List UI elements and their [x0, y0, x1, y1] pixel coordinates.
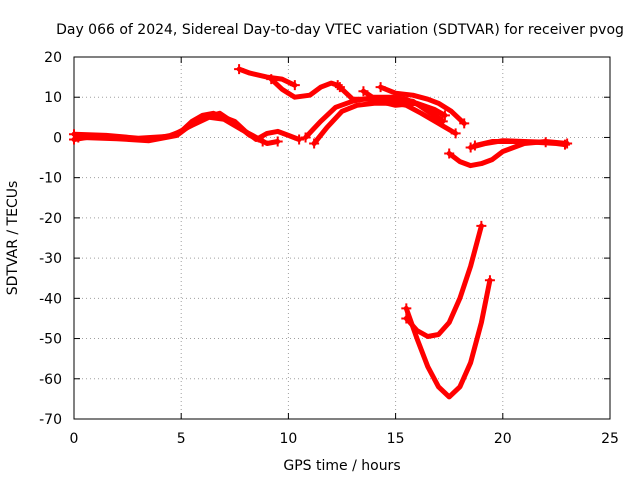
x-tick-label: 5	[177, 431, 186, 447]
data-point-marker	[289, 80, 300, 91]
data-series	[69, 64, 573, 400]
x-tick-label: 0	[70, 431, 79, 447]
x-tick-label: 20	[494, 431, 512, 447]
data-point-marker	[465, 142, 476, 153]
data-point-marker	[540, 137, 551, 148]
y-tick-label: -40	[39, 291, 62, 307]
plot-frame	[73, 56, 611, 420]
series-line	[236, 66, 298, 88]
y-axis-label: SDTVAR / TECUs	[5, 181, 21, 296]
data-point-marker	[358, 86, 369, 97]
y-tick-label: 20	[44, 50, 62, 66]
data-point-marker	[401, 303, 412, 314]
series-sat-b	[69, 114, 283, 147]
x-axis-label: GPS time / hours	[283, 458, 400, 474]
series-sat-m	[465, 137, 551, 153]
y-tick-label: -60	[39, 372, 62, 388]
series-line	[360, 88, 448, 118]
series-sat-j	[375, 82, 470, 129]
y-tick-label: -50	[39, 332, 62, 348]
series-sat-c	[73, 110, 268, 147]
y-tick-label: -10	[39, 171, 62, 187]
data-point-marker	[294, 134, 305, 145]
data-point-marker	[439, 110, 450, 121]
data-point-marker	[334, 82, 345, 93]
series-sat-d	[234, 64, 300, 91]
series-sat-n	[401, 220, 487, 339]
series-line	[378, 84, 467, 126]
data-point-marker	[266, 74, 277, 85]
data-point-marker	[234, 64, 245, 75]
data-point-marker	[459, 118, 470, 129]
data-point-marker	[309, 138, 320, 149]
series-line	[403, 277, 493, 400]
series-line	[268, 76, 341, 100]
series-sat-i	[358, 86, 450, 121]
axis-ticks: 0 5 10 15 20 25 20 10 0 -10 -20 -30 -40 -50 -60 -70	[39, 50, 619, 447]
y-tick-label: -20	[39, 211, 62, 227]
y-tick-label: -30	[39, 251, 62, 267]
data-point-marker	[73, 132, 84, 143]
data-point-marker	[476, 220, 487, 231]
y-tick-label: 0	[53, 130, 62, 146]
data-point-marker	[272, 136, 283, 147]
data-point-marker	[450, 128, 461, 139]
series-line	[468, 138, 549, 150]
data-point-marker	[559, 139, 570, 150]
grid	[74, 57, 610, 419]
data-point-marker	[444, 148, 455, 159]
data-point-marker	[484, 275, 495, 286]
data-point-marker	[300, 132, 311, 143]
x-tick-label: 25	[601, 431, 619, 447]
chart-title: Day 066 of 2024, Sidereal Day-to-day VTE…	[56, 22, 624, 38]
series-line	[403, 223, 484, 339]
y-tick-label: -70	[39, 412, 62, 428]
x-tick-label: 10	[279, 431, 297, 447]
x-tick-label: 15	[387, 431, 405, 447]
series-sat-o	[401, 275, 495, 400]
data-point-marker	[375, 82, 386, 93]
y-tick-label: 10	[44, 90, 62, 106]
data-point-marker	[257, 136, 268, 147]
series-line	[75, 110, 266, 144]
